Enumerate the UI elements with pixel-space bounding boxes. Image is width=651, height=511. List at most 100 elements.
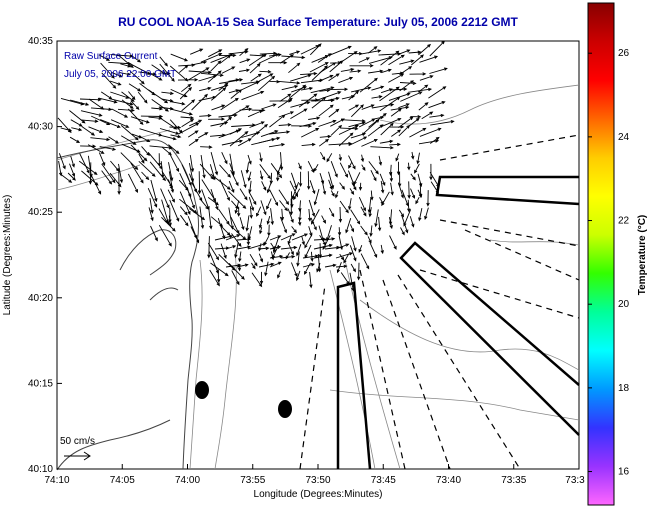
current-vector (130, 100, 140, 110)
current-vector (266, 182, 272, 194)
x-tick-label: 74:05 (110, 475, 135, 486)
current-vector (289, 84, 307, 99)
current-vector (217, 269, 221, 284)
colorbar-gradient (587, 2, 615, 506)
current-vector (300, 86, 314, 91)
coastline-path (56, 419, 171, 471)
current-vector (247, 110, 264, 118)
colorbar-tick-label: 22 (618, 216, 630, 227)
current-vector (251, 272, 263, 288)
current-vector (179, 206, 188, 216)
current-vector (407, 199, 411, 213)
current-vector (256, 206, 262, 217)
x-tick-label: 73:55 (240, 475, 265, 486)
contour-line (189, 259, 203, 470)
current-vector (240, 170, 247, 189)
current-vector (147, 188, 158, 208)
current-vector (220, 243, 227, 259)
current-vector (248, 196, 255, 212)
current-vector (79, 153, 90, 174)
current-vector (388, 54, 405, 66)
current-vector (181, 99, 196, 112)
current-vector (400, 91, 423, 102)
current-vector (291, 233, 309, 241)
current-vector (60, 173, 73, 183)
current-vector (319, 88, 331, 93)
current-vector (407, 162, 411, 171)
current-vector (141, 171, 150, 181)
current-vector (169, 199, 180, 222)
station-dot (278, 400, 292, 418)
current-vector (399, 59, 415, 65)
surface-current-vectors (57, 40, 455, 292)
current-vector (108, 136, 120, 144)
current-vector (424, 207, 429, 221)
current-vector (120, 63, 132, 68)
survey-box (336, 281, 372, 470)
current-vector (411, 151, 415, 160)
current-vector (429, 67, 448, 74)
current-vector (399, 81, 417, 86)
current-vector (207, 236, 211, 259)
colorbar-tick-label: 20 (618, 299, 630, 310)
current-vector (67, 172, 76, 181)
current-vector (280, 233, 296, 241)
current-vector (210, 151, 219, 176)
current-vector (187, 67, 210, 81)
current-vector (414, 163, 420, 174)
current-vector (138, 160, 156, 177)
map-plot-area: Raw Surface Current July 05, 2006 22:00 … (56, 40, 580, 471)
current-vector (343, 253, 350, 264)
current-vector (328, 141, 353, 146)
current-vector (336, 262, 342, 274)
y-tick-label: 40:35 (28, 36, 53, 47)
current-vector (390, 105, 410, 111)
current-vector (210, 262, 229, 277)
current-vector (380, 122, 394, 136)
dashed-line (359, 269, 406, 470)
current-vector (80, 110, 103, 117)
current-vector (313, 163, 319, 172)
current-vector (266, 198, 272, 210)
current-vector (279, 54, 295, 64)
current-vector (101, 170, 113, 185)
current-vector (280, 255, 296, 259)
current-vector (258, 218, 263, 229)
current-vector (307, 160, 315, 174)
current-vector (419, 55, 439, 63)
current-vector (311, 96, 327, 109)
current-vector (178, 122, 200, 135)
current-vector (248, 53, 267, 66)
current-vector (161, 146, 172, 156)
current-vector (388, 217, 393, 230)
dashed-line (439, 219, 580, 247)
current-vector (270, 208, 274, 226)
current-vector (219, 179, 230, 202)
current-vector (169, 119, 183, 134)
current-vector (379, 139, 394, 144)
current-vector (379, 96, 401, 112)
current-vector (170, 53, 189, 62)
current-vector (338, 154, 343, 162)
current-vector (188, 70, 212, 75)
current-vector (321, 215, 327, 224)
current-vector (248, 191, 257, 206)
current-vector (221, 152, 228, 165)
current-vector (296, 244, 302, 257)
current-vector (279, 216, 287, 234)
dashed-line (299, 284, 326, 470)
current-vector (300, 71, 318, 76)
current-vector (259, 170, 264, 181)
y-tick-label: 40:10 (28, 464, 53, 475)
current-vector (189, 119, 203, 127)
x-axis: 74:10 74:05 74:00 73:55 73:50 73:45 73:40 73:35… (44, 464, 585, 486)
current-vector (350, 209, 361, 225)
contour-line (214, 249, 237, 470)
current-vector (328, 207, 335, 218)
current-vector (137, 91, 148, 104)
current-vector (258, 253, 264, 263)
current-vector (338, 132, 354, 147)
dashed-line (397, 274, 521, 470)
y-axis: 40:35 40:30 40:25 40:20 40:15 40:10 (28, 36, 62, 475)
current-vector (290, 262, 298, 278)
